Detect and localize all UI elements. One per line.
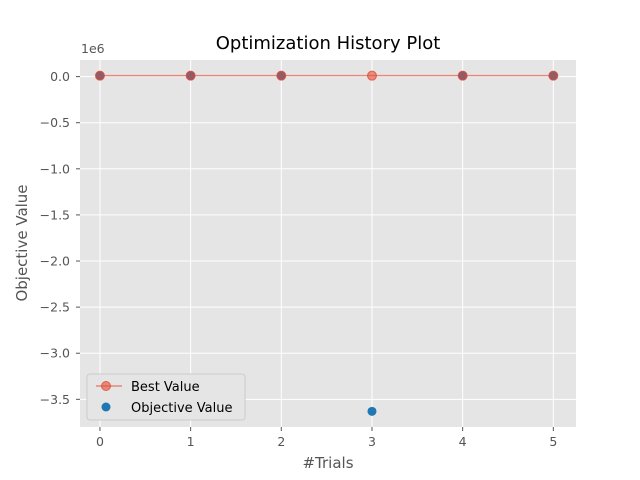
objective-value-point — [367, 406, 377, 416]
y-tick-label: −1.0 — [40, 161, 70, 176]
legend-best-label: Best Value — [131, 380, 200, 395]
grid — [80, 60, 576, 427]
y-tick-label: −3.0 — [40, 346, 70, 361]
x-axis-label: #Trials — [302, 454, 353, 472]
series-group — [94, 70, 559, 416]
plot-background — [80, 60, 576, 427]
x-tick-label: 4 — [459, 434, 467, 449]
best-value-point — [366, 70, 377, 81]
legend-objective-label: Objective Value — [131, 401, 232, 416]
x-axis-ticks: 0 1 2 3 4 5 — [96, 427, 557, 449]
x-tick-label: 5 — [549, 434, 557, 449]
y-offset-label: 1e6 — [81, 41, 105, 56]
y-tick-label: 0.0 — [50, 69, 70, 84]
best-value-point — [185, 70, 196, 81]
best-value-point — [276, 70, 287, 81]
x-tick-label: 0 — [96, 434, 104, 449]
x-tick-label: 3 — [368, 434, 376, 449]
legend-objective-marker — [101, 402, 111, 412]
y-tick-label: −3.5 — [40, 392, 70, 407]
legend-best-marker — [101, 381, 111, 391]
best-value-point — [548, 70, 559, 81]
y-tick-label: −2.5 — [40, 300, 70, 315]
y-axis-ticks: 0.0 −0.5 −1.0 −1.5 −2.0 −2.5 −3.0 −3.5 — [40, 69, 80, 407]
x-tick-label: 1 — [187, 434, 195, 449]
x-tick-label: 2 — [277, 434, 285, 449]
best-value-point — [94, 70, 105, 81]
y-tick-label: −1.5 — [40, 207, 70, 222]
legend: Best Value Objective Value — [86, 373, 246, 421]
legend-box — [86, 373, 246, 421]
best-value-point — [457, 70, 468, 81]
y-tick-label: −0.5 — [40, 115, 70, 130]
y-tick-label: −2.0 — [40, 254, 70, 269]
y-axis-label: Objective Value — [13, 184, 31, 301]
chart-title: Optimization History Plot — [216, 33, 441, 54]
